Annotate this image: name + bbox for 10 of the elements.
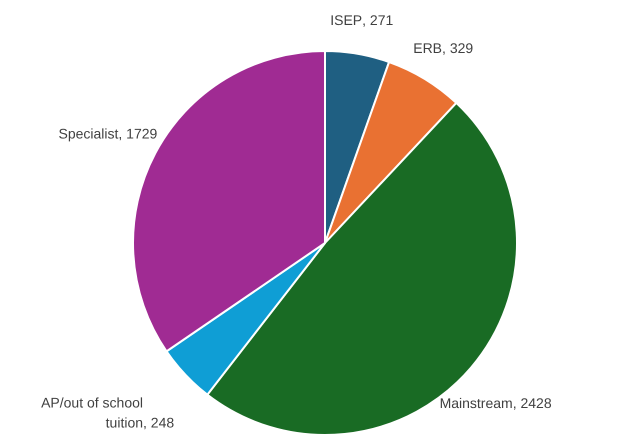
slice-label: AP/out of school tuition xyxy=(41,394,144,430)
slice-label: Mainstream xyxy=(440,395,513,412)
data-label: , 248 xyxy=(143,414,174,430)
slice-label: ISEP xyxy=(330,12,362,28)
slice-label: Specialist xyxy=(58,126,119,142)
data-label: , 271 xyxy=(362,12,394,28)
data-label: , 329 xyxy=(442,40,474,56)
data-label: , 1729 xyxy=(118,126,158,142)
slice-label: ERB xyxy=(413,40,442,56)
data-label: , 2428 xyxy=(512,395,552,412)
